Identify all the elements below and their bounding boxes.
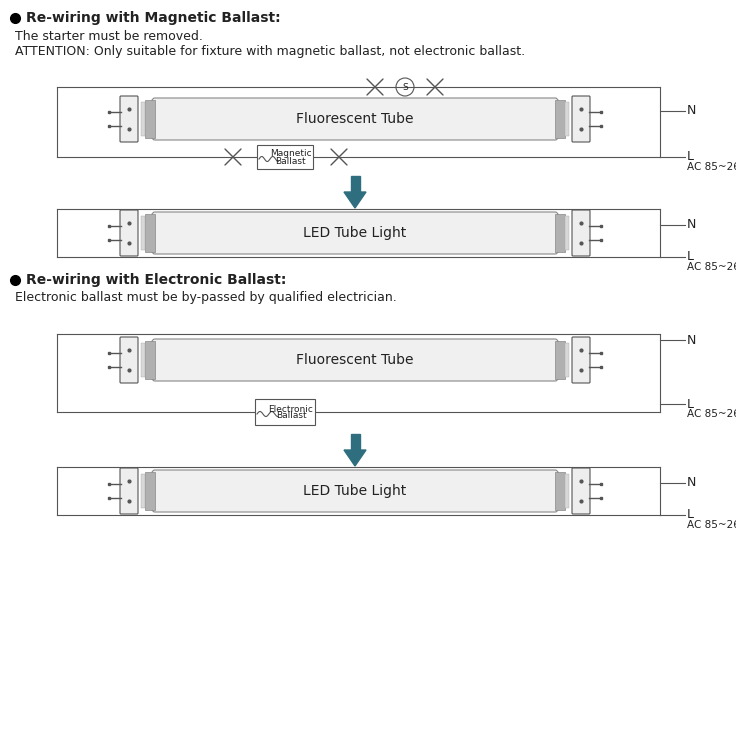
FancyBboxPatch shape [152,212,558,254]
FancyBboxPatch shape [572,337,590,383]
Bar [565,216,569,250]
Text: AC 85~265V: AC 85~265V [687,520,736,530]
Text: ATTENTION: Only suitable for fixture with magnetic ballast, not electronic balla: ATTENTION: Only suitable for fixture wit… [15,44,525,57]
FancyBboxPatch shape [152,98,558,140]
FancyBboxPatch shape [120,337,138,383]
Bar [350,434,359,450]
Bar [350,176,359,192]
Bar [141,216,145,250]
Bar [555,214,565,252]
Text: Magnetic: Magnetic [270,149,311,158]
Polygon shape [344,192,366,208]
FancyBboxPatch shape [120,468,138,514]
Text: N: N [687,476,696,489]
Text: Re-wiring with Electronic Ballast:: Re-wiring with Electronic Ballast: [26,273,286,287]
Bar [255,399,315,425]
Bar [555,100,565,138]
Text: S: S [402,82,408,91]
Text: The starter must be removed.: The starter must be removed. [15,29,203,43]
Bar [555,472,565,510]
Text: Re-wiring with Magnetic Ballast:: Re-wiring with Magnetic Ballast: [26,11,280,25]
Text: AC 85~265V: AC 85~265V [687,162,736,172]
FancyBboxPatch shape [152,470,558,512]
Bar [565,474,569,508]
FancyBboxPatch shape [572,210,590,256]
Text: AC 85~265V: AC 85~265V [687,262,736,272]
Bar [141,102,145,136]
Text: L: L [687,509,694,522]
FancyBboxPatch shape [120,96,138,142]
Bar [141,474,145,508]
Text: L: L [687,397,694,411]
Text: Ballast: Ballast [275,157,306,166]
Text: Electronic ballast must be by-passed by qualified electrician.: Electronic ballast must be by-passed by … [15,291,397,305]
Bar [565,102,569,136]
Text: LED Tube Light: LED Tube Light [303,226,406,240]
Text: Electronic: Electronic [269,405,314,414]
Bar [555,341,565,379]
Polygon shape [344,450,366,466]
Bar [145,214,155,252]
Bar [565,343,569,377]
Text: N: N [687,105,696,118]
Text: L: L [687,150,694,163]
Bar [145,341,155,379]
Bar [145,472,155,510]
Text: Fluorescent Tube: Fluorescent Tube [297,353,414,367]
Bar [145,100,155,138]
FancyBboxPatch shape [572,468,590,514]
FancyBboxPatch shape [152,339,558,381]
Text: L: L [687,250,694,263]
Text: LED Tube Light: LED Tube Light [303,484,406,498]
Text: Ballast: Ballast [276,411,306,420]
Bar [257,145,313,169]
Text: Fluorescent Tube: Fluorescent Tube [297,112,414,126]
Bar [141,343,145,377]
FancyBboxPatch shape [120,210,138,256]
Text: N: N [687,219,696,232]
Text: AC 85~265V: AC 85~265V [687,409,736,419]
FancyBboxPatch shape [572,96,590,142]
Text: N: N [687,333,696,347]
